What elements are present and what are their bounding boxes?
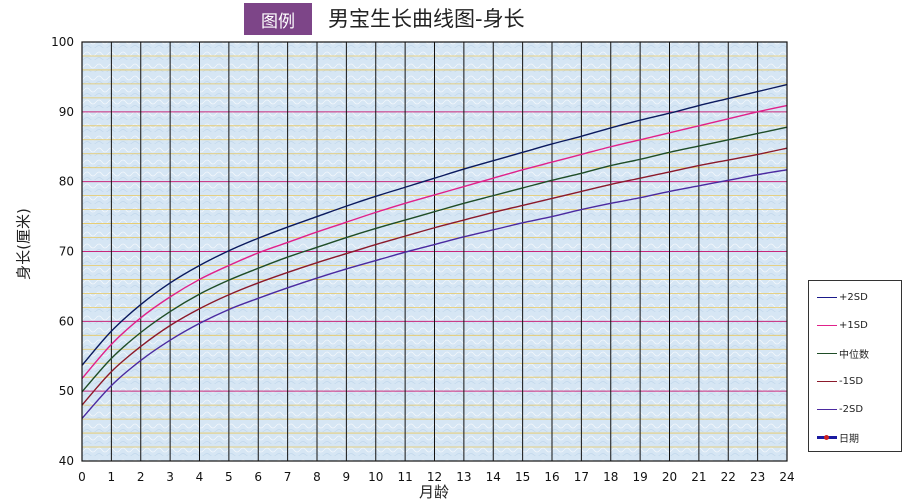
series-lines bbox=[81, 83, 788, 419]
legend-marker-dot bbox=[824, 434, 829, 440]
legend-item: 中位数 bbox=[817, 345, 869, 361]
x-tick-label: 9 bbox=[343, 470, 351, 484]
x-tick-label: 13 bbox=[456, 470, 471, 484]
x-tick-label: 12 bbox=[427, 470, 442, 484]
legend-swatch bbox=[817, 408, 837, 410]
x-tick-label: 21 bbox=[691, 470, 706, 484]
x-tick-label: 2 bbox=[137, 470, 145, 484]
legend-item: 日期 bbox=[817, 429, 859, 445]
legend-item: +2SD bbox=[817, 289, 868, 305]
legend-label: -2SD bbox=[839, 403, 864, 415]
legend-swatch bbox=[817, 296, 837, 298]
legend-swatch bbox=[817, 380, 837, 382]
x-tick-label: 19 bbox=[632, 470, 647, 484]
series-line-5 bbox=[81, 169, 788, 419]
legend-item: +1SD bbox=[817, 317, 868, 333]
legend-label: -1SD bbox=[839, 375, 864, 387]
x-tick-label: 15 bbox=[515, 470, 530, 484]
y-tick-label: 80 bbox=[59, 175, 74, 189]
series-line-3 bbox=[81, 126, 788, 393]
x-tick-label: 14 bbox=[486, 470, 501, 484]
x-tick-label: 4 bbox=[196, 470, 204, 484]
series-line-1 bbox=[81, 83, 788, 366]
x-tick-label: 5 bbox=[225, 470, 233, 484]
chart-title: 男宝生长曲线图-身长 bbox=[328, 7, 525, 31]
legend-label: +2SD bbox=[839, 291, 868, 303]
x-tick-label: 8 bbox=[313, 470, 321, 484]
x-tick-label: 11 bbox=[397, 470, 412, 484]
series-line-4 bbox=[81, 147, 788, 406]
legend-label: +1SD bbox=[839, 319, 868, 331]
y-tick-label: 60 bbox=[59, 314, 74, 328]
x-tick-label: 20 bbox=[662, 470, 677, 484]
x-tick-label: 3 bbox=[166, 470, 174, 484]
y-tick-label: 100 bbox=[51, 35, 74, 49]
x-tick-label: 7 bbox=[284, 470, 292, 484]
x-tick-label: 0 bbox=[78, 470, 86, 484]
x-tick-label: 23 bbox=[750, 470, 765, 484]
legend-tag: 图例 bbox=[244, 3, 312, 35]
y-tick-label: 90 bbox=[59, 105, 74, 119]
x-tick-label: 22 bbox=[721, 470, 736, 484]
legend-label: 中位数 bbox=[839, 349, 869, 361]
x-tick-label: 6 bbox=[254, 470, 262, 484]
legend: +2SD +1SD 中位数 -1SD -2SD 日期 bbox=[808, 280, 902, 452]
x-tick-label: 18 bbox=[603, 470, 618, 484]
y-tick-label: 70 bbox=[59, 245, 74, 259]
vertical-grid bbox=[110, 42, 759, 461]
plot-border bbox=[81, 41, 788, 462]
series-line-2 bbox=[81, 104, 788, 380]
x-tick-label: 10 bbox=[368, 470, 383, 484]
x-tick-label: 24 bbox=[779, 470, 794, 484]
x-tick-label: 16 bbox=[544, 470, 559, 484]
legend-label: 日期 bbox=[839, 433, 859, 445]
legend-item: -2SD bbox=[817, 401, 863, 417]
y-axis-label: 身长(厘米) bbox=[14, 208, 33, 280]
x-tick-labels: 0 1 2 3 4 5 6 7 8 9 10 11 12 13 14 15 16 17 18 19 20 21 22 23 24 bbox=[78, 470, 794, 484]
legend-swatch bbox=[817, 434, 837, 440]
x-axis-label: 月龄 bbox=[418, 483, 450, 501]
legend-item: -1SD bbox=[817, 373, 863, 389]
legend-swatch bbox=[817, 324, 837, 326]
legend-swatch bbox=[817, 352, 837, 354]
y-tick-label: 50 bbox=[59, 384, 74, 398]
y-tick-labels: 40 50 60 70 80 90 100 bbox=[51, 35, 74, 468]
y-tick-label: 40 bbox=[59, 454, 74, 468]
x-tick-label: 1 bbox=[108, 470, 116, 484]
x-tick-label: 17 bbox=[574, 470, 589, 484]
